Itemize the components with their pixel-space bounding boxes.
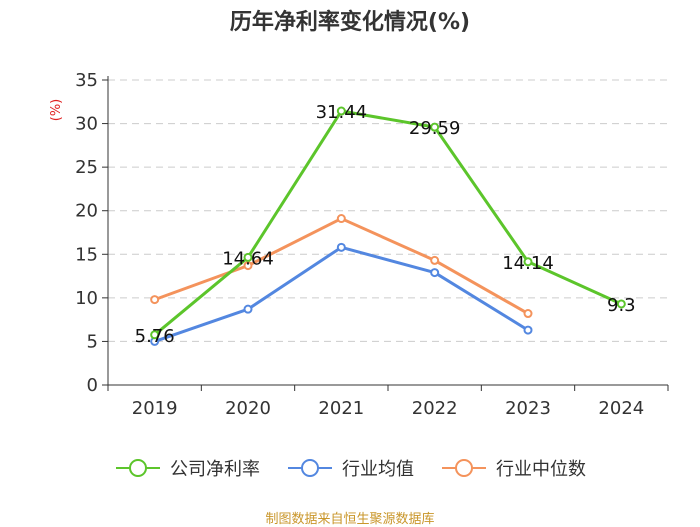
data-point xyxy=(430,255,440,265)
x-tick-label: 2020 xyxy=(225,398,271,419)
chart-title: 历年净利率变化情况(%) xyxy=(229,10,471,35)
y-tick-label: 15 xyxy=(75,244,98,265)
axes: 0 5 10 15 20 25 30 35 2019 2020 2021 2022 2023 2024 (%… xyxy=(49,70,669,419)
data-point xyxy=(430,268,440,278)
y-tick-label: 5 xyxy=(87,331,98,352)
y-axis-label: (%) xyxy=(49,99,64,122)
y-tick-label: 25 xyxy=(75,157,98,178)
legend-label: 行业均值 xyxy=(342,459,414,480)
series-lines xyxy=(150,106,626,346)
legend-item[interactable]: 行业中位数 xyxy=(440,455,586,481)
data-label: 31.44 xyxy=(316,102,368,123)
legend-swatch-marker xyxy=(129,459,147,477)
data-point xyxy=(336,242,346,252)
legend-label: 行业中位数 xyxy=(496,459,586,480)
data-label: 29.59 xyxy=(409,118,461,139)
legend-line-circle-icon xyxy=(116,459,160,477)
data-point xyxy=(243,252,253,262)
y-tick-label: 35 xyxy=(75,70,98,91)
data-point xyxy=(243,261,253,271)
x-tick-label: 2022 xyxy=(412,398,458,419)
legend-line-circle-icon xyxy=(442,459,486,477)
legend-label: 公司净利率 xyxy=(170,459,260,480)
series-line xyxy=(153,217,530,316)
source-note: 制图数据来自恒生聚源数据库 xyxy=(265,512,435,527)
data-label: 5.76 xyxy=(135,326,175,347)
series-line xyxy=(153,109,623,337)
x-tick-label: 2024 xyxy=(598,398,644,419)
data-point xyxy=(150,330,160,340)
series-line xyxy=(153,245,530,343)
data-point xyxy=(336,214,346,224)
data-label: 14.14 xyxy=(502,253,554,274)
y-tick-label: 0 xyxy=(87,375,98,396)
grid-lines xyxy=(108,79,668,342)
data-point xyxy=(616,299,626,309)
legend-swatch-marker xyxy=(301,459,319,477)
data-point xyxy=(523,309,533,319)
y-tick-label: 10 xyxy=(75,288,98,309)
legend-item[interactable]: 公司净利率 xyxy=(114,455,260,481)
data-labels: 5.76 14.64 31.44 29.59 14.14 9.3 xyxy=(135,102,636,347)
data-point xyxy=(523,257,533,267)
data-point xyxy=(150,295,160,305)
legend: 公司净利率 行业均值 行业中位数 xyxy=(0,455,700,481)
legend-item[interactable]: 行业均值 xyxy=(286,455,414,481)
data-label: 14.64 xyxy=(222,248,274,269)
legend-line-circle-icon xyxy=(288,459,332,477)
data-point xyxy=(523,325,533,335)
data-point xyxy=(336,106,346,116)
y-tick-label: 20 xyxy=(75,201,98,222)
legend-swatch-marker xyxy=(455,459,473,477)
x-tick-label: 2023 xyxy=(505,398,551,419)
data-point xyxy=(243,304,253,314)
y-tick-label: 30 xyxy=(75,114,98,135)
x-tick-label: 2021 xyxy=(318,398,364,419)
data-label: 9.3 xyxy=(607,295,636,316)
x-tick-label: 2019 xyxy=(132,398,178,419)
data-point xyxy=(430,122,440,132)
